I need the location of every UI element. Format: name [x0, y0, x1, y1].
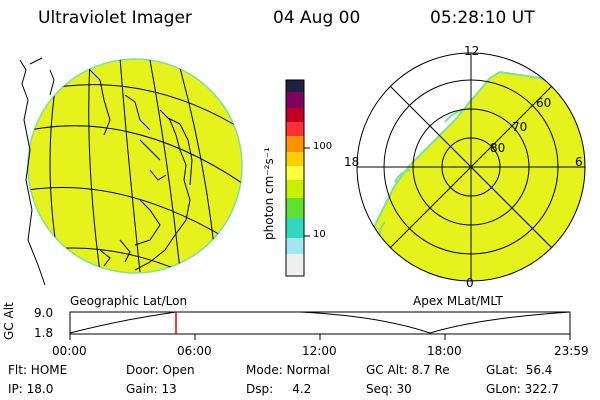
glat-status: GLat: 56.4 [486, 363, 553, 377]
timeline-frame [69, 311, 571, 335]
lat-label-60: 60 [536, 96, 552, 110]
earth-disk [27, 58, 243, 274]
timeline-ytick-1-8: 1.8 [34, 326, 54, 340]
gain-status: Gain: 13 [126, 382, 177, 396]
timeline-xtick-0600: 06:00 [177, 344, 212, 358]
mlt-label-18: 18 [344, 155, 360, 169]
glon-status: GLon: 322.7 [486, 382, 559, 396]
colorbar-swatch [286, 254, 304, 276]
instrument-title: Ultraviolet Imager [38, 8, 192, 28]
gc-alt-status: GC Alt: 8.7 Re [366, 363, 450, 377]
timeline-xtick-0000: 00:00 [52, 344, 87, 358]
timeline-ytick-9: 9.0 [34, 306, 54, 320]
colorbar-swatch [286, 80, 304, 92]
colorbar-swatch [286, 180, 304, 198]
apex-panel-label: Apex MLat/MLT [413, 294, 503, 308]
timeline-xtick-1200: 12:00 [302, 344, 337, 358]
timeline-xtick-1800: 18:00 [427, 344, 462, 358]
geographic-panel-label: Geographic Lat/Lon [70, 294, 188, 308]
mlt-label-0: 0 [466, 276, 474, 290]
colorbar-unit-label: photon cm⁻²s⁻¹ [262, 147, 276, 240]
timeline-xtick-2359: 23:59 [554, 344, 589, 358]
lat-label-70: 70 [512, 120, 528, 134]
coastlines [19, 57, 193, 286]
colorbar-swatch [286, 92, 304, 108]
polar-plot [356, 52, 586, 282]
colorbar-swatch [286, 122, 304, 136]
time-label: 05:28:10 UT [430, 8, 535, 28]
colorbar-tick-label-100: 100 [313, 141, 333, 152]
colorbar-swatch [286, 136, 304, 152]
mlt-label-12: 12 [464, 44, 480, 58]
colorbar-swatch [286, 238, 304, 254]
colorbar-swatch [286, 166, 304, 180]
flight-status: Flt: HOME [8, 363, 68, 377]
altitude-curve [69, 311, 571, 334]
lat-label-80: 80 [490, 141, 506, 155]
mlt-label-6: 6 [575, 155, 583, 169]
ip-status: IP: 18.0 [8, 382, 54, 396]
seq-status: Seq: 30 [366, 382, 412, 396]
colorbar-frame [285, 79, 305, 277]
colorbar-swatch [286, 198, 304, 218]
altitude-timeline [69, 311, 571, 340]
dsp-status: Dsp: 4.2 [246, 382, 312, 396]
colorbar-tick-label-10: 10 [313, 229, 326, 240]
mode-status: Mode: Normal [246, 363, 330, 377]
colorbar-swatch [286, 108, 304, 122]
colorbar-swatch [286, 218, 304, 238]
date-label: 04 Aug 00 [273, 8, 361, 28]
colorbar [285, 79, 310, 277]
door-status: Door: Open [126, 363, 195, 377]
timeline-axis-label: GC Alt [2, 302, 16, 340]
polar-grid [356, 52, 586, 282]
geographic-image [19, 57, 243, 286]
colorbar-swatch [286, 152, 304, 166]
